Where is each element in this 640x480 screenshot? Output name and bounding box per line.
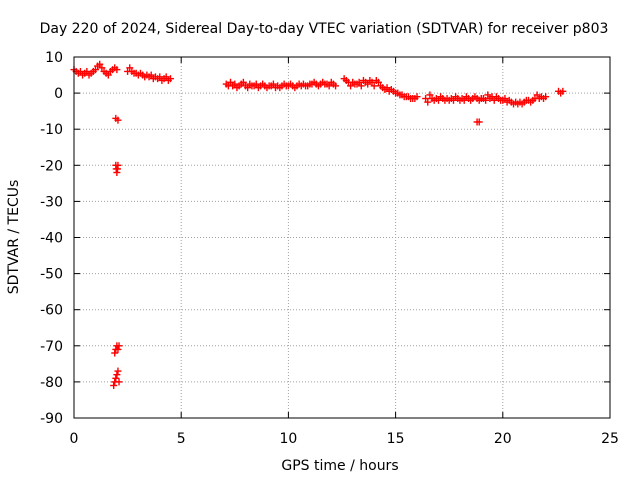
y-tick-label: -80	[40, 375, 63, 391]
data-point	[332, 82, 340, 90]
data-point	[76, 67, 84, 75]
y-tick-label: -70	[40, 339, 63, 355]
grid-lines	[74, 57, 610, 418]
data-point	[475, 118, 483, 126]
data-point	[112, 374, 120, 382]
data-point	[426, 91, 434, 99]
data-point	[91, 66, 99, 74]
y-tick-label: 0	[54, 86, 63, 102]
data-point	[114, 367, 122, 375]
y-tick-label: -40	[40, 231, 63, 247]
data-point	[115, 342, 123, 350]
data-point	[110, 382, 118, 390]
data-point	[104, 71, 112, 79]
x-axis-label: GPS time / hours	[281, 458, 398, 474]
data-point	[355, 78, 363, 86]
data-point	[114, 116, 122, 124]
data-point	[559, 87, 567, 95]
x-tick-label: 0	[70, 431, 79, 447]
x-tick-label: 5	[177, 431, 186, 447]
data-point	[252, 80, 260, 88]
y-tick-label: -60	[40, 303, 63, 319]
axis-ticks: 0 5 10 15 20 25 10 0 -10 -20 -30 -40 -50 -60 -70 -80 -90	[40, 50, 619, 447]
data-point	[96, 60, 104, 68]
data-point	[482, 96, 490, 104]
data-point	[370, 82, 378, 90]
data-point	[449, 96, 457, 104]
data-point	[126, 64, 134, 72]
data-point	[114, 345, 122, 353]
data-point	[325, 82, 333, 90]
data-point	[269, 80, 277, 88]
data-point	[98, 64, 106, 72]
x-tick-label: 20	[494, 431, 512, 447]
data-point	[490, 96, 498, 104]
data-point	[374, 78, 382, 86]
x-tick-label: 15	[387, 431, 405, 447]
data-point	[113, 371, 121, 379]
y-tick-label: -30	[40, 194, 63, 210]
data-point	[83, 67, 91, 75]
data-point	[115, 378, 123, 386]
y-tick-label: -50	[40, 267, 63, 283]
data-point	[542, 93, 550, 101]
data-points	[70, 60, 567, 390]
y-tick-label: -20	[40, 158, 63, 174]
data-point	[227, 78, 235, 86]
data-point	[460, 96, 468, 104]
data-point	[357, 82, 365, 90]
data-point	[484, 91, 492, 99]
data-point	[368, 78, 376, 86]
data-point	[166, 75, 174, 83]
data-point	[156, 73, 164, 81]
data-point	[162, 73, 170, 81]
data-point	[231, 80, 239, 88]
y-axis-label: SDTVAR / TECUs	[6, 180, 22, 295]
data-point	[347, 82, 355, 90]
data-point	[111, 349, 119, 357]
data-point	[239, 78, 247, 86]
data-point	[383, 84, 391, 92]
y-tick-label: -10	[40, 122, 63, 138]
data-point	[113, 66, 121, 74]
data-point	[364, 80, 372, 88]
data-point	[424, 98, 432, 106]
data-point	[413, 93, 421, 101]
chart-title: Day 220 of 2024, Sidereal Day-to-day VTE…	[40, 21, 609, 37]
data-point	[147, 71, 155, 79]
x-tick-label: 25	[601, 431, 619, 447]
data-point	[422, 95, 430, 103]
data-point	[434, 96, 442, 104]
data-point	[533, 91, 541, 99]
y-tick-label: 10	[45, 50, 63, 66]
x-tick-label: 10	[279, 431, 297, 447]
data-point	[114, 161, 122, 169]
y-tick-label: -90	[40, 411, 63, 427]
data-point	[244, 84, 252, 92]
data-point	[501, 95, 509, 103]
